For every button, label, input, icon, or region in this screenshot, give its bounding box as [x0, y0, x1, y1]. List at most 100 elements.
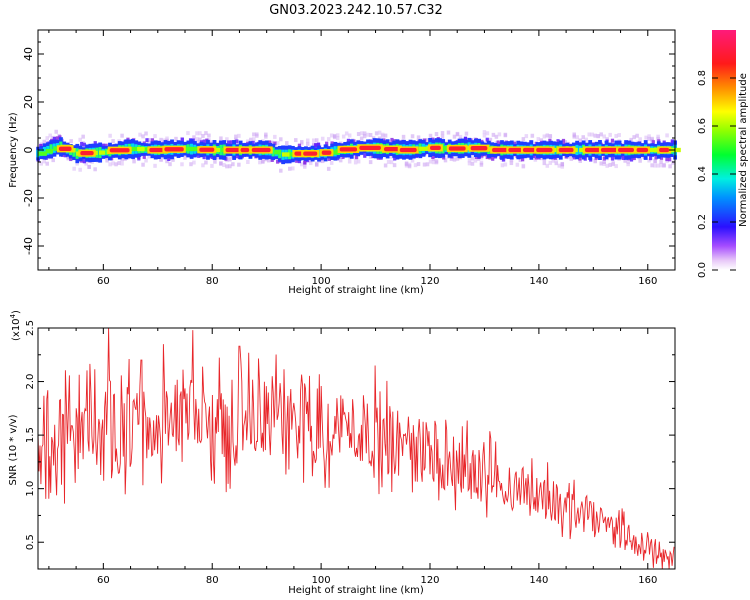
spectrogram-cell [450, 154, 454, 159]
spectrogram-core-cell [72, 148, 76, 157]
spectrogram-cell [273, 141, 277, 146]
spectrogram-halo-cell [219, 136, 223, 141]
spectrogram-halo-cell [255, 132, 259, 137]
snr-exponent-base: (x10 [11, 318, 22, 341]
spectrogram-streak [281, 152, 290, 157]
spectrogram-halo-cell [45, 136, 49, 141]
spectrogram-halo-cell [147, 138, 151, 143]
spectrogram-halo-cell [428, 133, 433, 138]
spectrogram-halo-cell [225, 137, 229, 142]
spectrogram-cell [463, 136, 468, 141]
spectrogram-halo-cell [602, 159, 606, 164]
spectrogram-halo-cell [599, 161, 603, 166]
colorbar-gradient [712, 30, 736, 270]
spectrogram-halo-cell [311, 138, 316, 143]
spectrogram-streak [137, 146, 147, 152]
spectrogram-halo-cell [428, 159, 433, 164]
spectrogram-cell [621, 156, 625, 161]
spectrogram-halo-cell [359, 136, 364, 141]
spectrogram-halo-cell [647, 136, 651, 141]
spectrogram-halo-cell [383, 163, 388, 168]
spectrogram-hotspot [149, 147, 167, 153]
spectrogram-halo-cell [264, 134, 268, 139]
spectrogram-halo-cell [147, 140, 151, 145]
spectrogram-halo-cell [141, 134, 145, 139]
spectrogram-cell [610, 138, 615, 143]
spectrogram-cell [235, 139, 239, 144]
spectrogram-halo-cell [81, 134, 85, 139]
spectrogram-halo-cell [252, 137, 256, 142]
spectrogram-cell [145, 138, 149, 143]
spectrogram-halo-cell [120, 161, 124, 166]
spectrogram-halo-cell [344, 131, 349, 136]
spectrogram-cell [390, 137, 394, 142]
spectrogram-halo-cell [485, 131, 490, 136]
spectrogram-streak [45, 148, 54, 154]
spectrogram-cell [346, 138, 351, 143]
spectrogram-panel: 60 80 100 120 140 160 40 20 0 -20 -40 Height of s… [8, 29, 681, 296]
spectrogram-y-ticks: 40 20 0 -20 -40 [22, 41, 675, 259]
spectrogram-hotspot [109, 148, 130, 153]
spectrogram-halo-cell [228, 157, 232, 162]
y-tick-label: 1.0 [25, 481, 36, 497]
spectrogram-halo-cell [201, 163, 205, 168]
spectrogram-hotspot [584, 147, 602, 153]
spectrogram-halo-cell [329, 160, 334, 165]
spectrogram-halo-cell [575, 135, 579, 140]
spectrogram-halo-cell [306, 141, 310, 146]
spectrogram-halo-cell [470, 156, 475, 161]
spectrogram-hotspot [492, 147, 510, 153]
spectrogram-halo-cell [78, 167, 82, 172]
spectrogram-streak [144, 147, 150, 152]
spectrogram-halo-cell [542, 161, 547, 166]
snr-exponent: (x104) [9, 310, 22, 341]
spectrogram-cell [69, 157, 73, 162]
spectrogram-halo-cell [629, 137, 633, 142]
spectrogram-halo-cell [144, 158, 148, 163]
spectrogram-halo-cell [341, 134, 346, 139]
spectrogram-hotspot [80, 150, 94, 156]
spectrogram-halo-cell [626, 159, 630, 164]
spectrogram-halo-cell [500, 163, 505, 168]
x-tick-label: 80 [206, 575, 219, 586]
spectrogram-halo-cell [593, 159, 597, 164]
spectrogram-halo-cell [192, 135, 196, 140]
spectrogram-cell [303, 160, 307, 165]
spectrogram-halo-cell [509, 158, 514, 163]
spectrogram-halo-cell [39, 161, 43, 166]
spectrogram-halo-cell [536, 137, 541, 142]
spectrogram-halo-cell [572, 132, 577, 137]
spectrogram-halo-cell [587, 132, 591, 137]
colorbar-tick-label: 0.8 [697, 70, 708, 86]
spectrogram-cell [52, 136, 57, 141]
spectrogram-cell [578, 156, 582, 161]
spectrogram-halo-cell [365, 132, 370, 137]
spectrogram-halo-cell [237, 162, 241, 167]
spectrogram-halo-cell [590, 132, 594, 137]
spectrogram-halo-cell [551, 158, 556, 163]
spectrogram-halo-cell [222, 162, 226, 167]
spectrogram-halo-cell [338, 158, 343, 163]
spectrogram-halo-cell [320, 136, 325, 141]
spectrogram-halo-cell [237, 133, 241, 138]
spectrogram-halo-cell [195, 139, 199, 144]
spectrogram-cell [276, 159, 280, 164]
spectrogram-halo-cell [602, 134, 606, 139]
spectrogram-cell [668, 157, 672, 162]
spectrogram-halo-cell [605, 163, 609, 168]
spectrogram-halo-cell [279, 168, 283, 173]
spectrogram-streak [38, 151, 48, 156]
spectrogram-halo-cell [42, 159, 46, 164]
spectrogram-halo-cell [75, 161, 79, 166]
spectrogram-halo-cell [440, 131, 445, 136]
spectrogram-cell [267, 140, 272, 145]
spectrogram-halo-cell [521, 164, 526, 169]
spectrogram-halo-cell [294, 138, 298, 143]
spectrogram-halo-cell [632, 135, 636, 140]
spectrogram-cell [327, 156, 331, 161]
spectrogram-halo-cell [503, 133, 508, 138]
spectrogram-halo-cell [473, 158, 478, 163]
y-tick-label: -40 [22, 237, 35, 255]
spectrogram-cell [316, 142, 321, 147]
